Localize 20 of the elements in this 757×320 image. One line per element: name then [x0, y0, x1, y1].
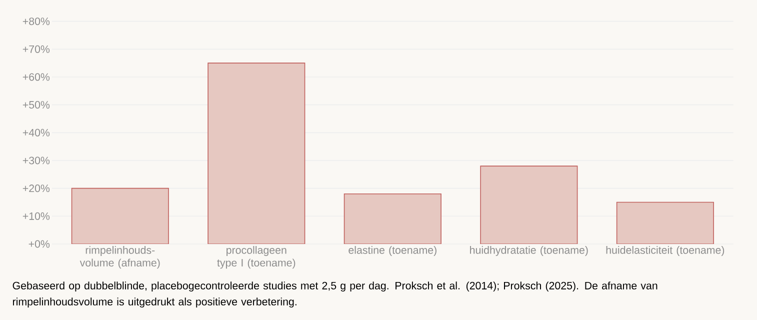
text: Gebaseerd op dubbelblinde, placebogecontroleerde studies met 2,5 g per dag. Proksch et al. (2014); Proksch (2025). De afname van rimpelinhoudsvolume is uitgedrukt als positieve verbetering.: [12, 282, 658, 308]
y-tick-label: +70%: [22, 45, 50, 53]
bar: [616, 202, 714, 244]
y-tick-label: +40%: [22, 128, 50, 136]
x-tick-label: procollageen type I (toename): [217, 246, 296, 269]
bar: [344, 194, 442, 244]
y-tick-label: +20%: [22, 184, 50, 192]
bar: [480, 166, 578, 244]
y-tick-label: +80%: [22, 18, 50, 26]
y-tick-label: +60%: [22, 73, 50, 81]
bar: [208, 62, 306, 244]
x-tick-label: rimpelinhouds- volume (afname): [80, 246, 160, 269]
x-tick-label: huidhydratatie (toename): [470, 246, 588, 256]
y-tick-label: +30%: [22, 156, 50, 164]
x-tick-label: elastine (toename): [348, 246, 436, 256]
y-tick-label: +0%: [28, 240, 50, 248]
bar: [71, 188, 169, 244]
y-tick-label: +50%: [22, 101, 50, 109]
y-tick-label: +10%: [22, 212, 50, 220]
x-tick-label: huidelasticiteit (toename): [606, 246, 724, 256]
